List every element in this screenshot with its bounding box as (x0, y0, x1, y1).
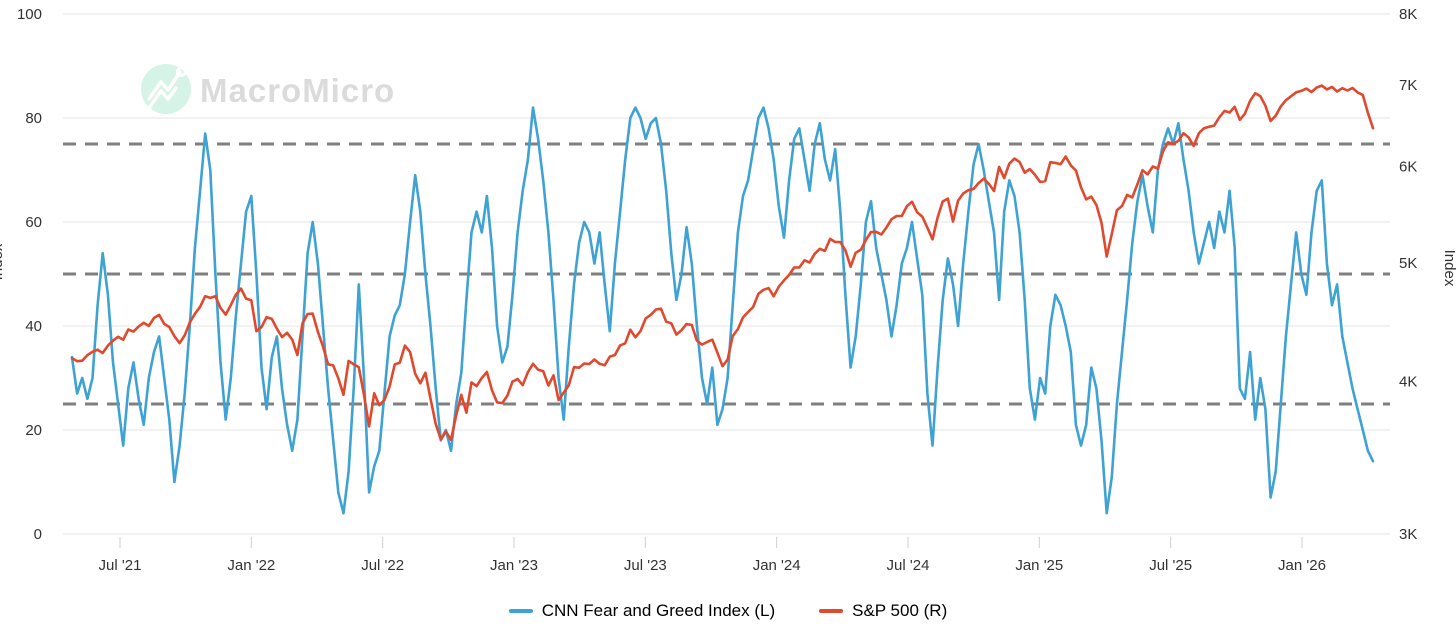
sp500-line[interactable] (70, 84, 1375, 442)
svg-text:Jul '21: Jul '21 (99, 557, 142, 574)
svg-text:100: 100 (17, 6, 42, 23)
svg-text:Jul '23: Jul '23 (624, 557, 667, 574)
svg-text:Jan '23: Jan '23 (490, 557, 538, 574)
right-axis-title: Index (1441, 250, 1456, 287)
svg-text:Jul '24: Jul '24 (887, 557, 930, 574)
svg-text:0: 0 (34, 526, 42, 543)
legend-swatch-fear-greed (508, 609, 533, 613)
legend-swatch-sp500 (819, 609, 844, 613)
svg-text:Jan '22: Jan '22 (227, 557, 275, 574)
legend-item-fear-greed[interactable]: CNN Fear and Greed Index (L) (508, 601, 776, 621)
right-axis-ticks: 8K 7K 6K 5K 4K 3K (1399, 6, 1417, 543)
fear-greed-line[interactable] (70, 106, 1375, 515)
svg-text:Jul '25: Jul '25 (1149, 557, 1192, 574)
legend-item-sp500[interactable]: S&P 500 (R) (819, 601, 947, 621)
svg-text:Jan '25: Jan '25 (1015, 557, 1063, 574)
svg-text:3K: 3K (1399, 526, 1417, 543)
svg-text:8K: 8K (1399, 6, 1417, 23)
left-axis-title: Index (0, 243, 6, 280)
svg-text:40: 40 (25, 318, 42, 335)
svg-text:Jan '24: Jan '24 (753, 557, 801, 574)
svg-text:60: 60 (25, 214, 42, 231)
svg-text:5K: 5K (1399, 255, 1417, 272)
legend-label-fear-greed: CNN Fear and Greed Index (L) (541, 601, 776, 620)
svg-text:Jan '26: Jan '26 (1278, 557, 1326, 574)
watermark-logo: MacroMicro (141, 64, 395, 114)
watermark-brand: MacroMicro (200, 72, 395, 109)
x-axis-ticks: Jul '21 Jan '22 Jul '22 Jan '23 Jul '23 Jan '… (99, 537, 1326, 574)
svg-text:6K: 6K (1399, 159, 1417, 176)
legend-label-sp500: S&P 500 (R) (852, 601, 948, 620)
left-axis-ticks: 0 20 40 60 80 100 (17, 6, 42, 543)
series-lines (70, 84, 1375, 515)
svg-text:7K: 7K (1399, 77, 1417, 94)
svg-text:80: 80 (25, 110, 42, 127)
svg-text:Jul '22: Jul '22 (361, 557, 404, 574)
chart-legend: CNN Fear and Greed Index (L) S&P 500 (R) (0, 601, 1456, 621)
svg-text:20: 20 (25, 422, 42, 439)
svg-text:4K: 4K (1399, 373, 1417, 390)
y-gridlines (63, 13, 1390, 535)
